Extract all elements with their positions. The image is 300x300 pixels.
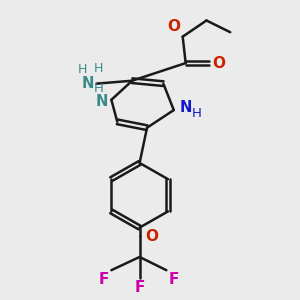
Text: N: N: [180, 100, 192, 115]
Text: F: F: [134, 280, 145, 296]
Text: N: N: [81, 76, 94, 91]
Text: H: H: [192, 106, 202, 119]
Text: F: F: [169, 272, 179, 287]
Text: O: O: [167, 19, 180, 34]
Text: H: H: [78, 63, 88, 76]
Text: O: O: [212, 56, 225, 70]
Text: O: O: [145, 229, 158, 244]
Text: H: H: [93, 62, 103, 75]
Text: F: F: [99, 272, 109, 287]
Text: N: N: [96, 94, 108, 109]
Text: H: H: [94, 82, 104, 95]
